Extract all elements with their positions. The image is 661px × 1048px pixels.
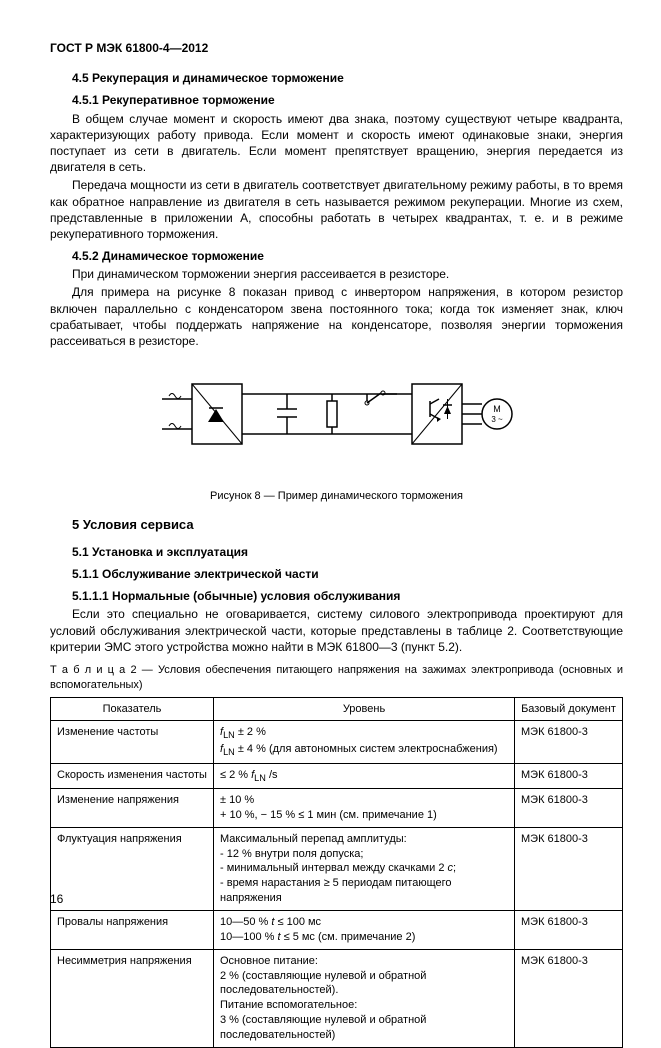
section-4-5-title: 4.5 Рекуперация и динамическое торможени… <box>72 70 623 86</box>
section-5-title: 5 Условия сервиса <box>72 516 623 534</box>
indicator-cell: Скорость изменения частоты <box>51 763 214 789</box>
indicator-cell: Изменение напряжения <box>51 789 214 828</box>
level-cell: ± 10 %+ 10 %, − 15 % ≤ 1 мин (см. примеч… <box>214 789 515 828</box>
paragraph: В общем случае момент и скорость имеют д… <box>50 111 623 176</box>
section-5-1-1-title: 5.1.1 Обслуживание электрической части <box>72 566 623 582</box>
table-row: Провалы напряжения10—50 % t ≤ 100 мс10—1… <box>51 911 623 950</box>
doc-cell: МЭК 61800-3 <box>515 721 623 763</box>
section-4-5-2-title: 4.5.2 Динамическое торможение <box>72 248 623 264</box>
indicator-cell: Несимметрия напряжения <box>51 949 214 1047</box>
level-cell: ≤ 2 % fLN /s <box>214 763 515 789</box>
motor-label-bottom: 3 ~ <box>491 415 503 424</box>
level-cell: 10—50 % t ≤ 100 мс10—100 % t ≤ 5 мс (см.… <box>214 911 515 950</box>
paragraph: При динамическом торможении энергия расс… <box>50 266 623 282</box>
paragraph: Для примера на рисунке 8 показан привод … <box>50 284 623 349</box>
doc-cell: МЭК 61800-3 <box>515 763 623 789</box>
section-5-1-title: 5.1 Установка и эксплуатация <box>72 544 623 560</box>
doc-cell: МЭК 61800-3 <box>515 911 623 950</box>
table-row: Скорость изменения частоты≤ 2 % fLN /sМЭ… <box>51 763 623 789</box>
figure-8-diagram: M 3 ~ <box>50 359 623 483</box>
indicator-cell: Провалы напряжения <box>51 911 214 950</box>
motor-label-top: M <box>493 404 501 414</box>
doc-cell: МЭК 61800-3 <box>515 827 623 910</box>
paragraph: Если это специально не оговаривается, си… <box>50 606 623 655</box>
level-cell: fLN ± 2 %fLN ± 4 % (для автономных систе… <box>214 721 515 763</box>
doc-cell: МЭК 61800-3 <box>515 789 623 828</box>
table-row: Изменение частотыfLN ± 2 %fLN ± 4 % (для… <box>51 721 623 763</box>
document-code: ГОСТ Р МЭК 61800-4—2012 <box>50 40 623 56</box>
table-row: Изменение напряжения± 10 %+ 10 %, − 15 %… <box>51 789 623 828</box>
table-header: Базовый документ <box>515 697 623 721</box>
section-4-5-1-title: 4.5.1 Рекуперативное торможение <box>72 92 623 108</box>
section-5-1-1-1-title: 5.1.1.1 Нормальные (обычные) условия обс… <box>72 588 623 604</box>
table-2: Показатель Уровень Базовый документ Изме… <box>50 697 623 1048</box>
paragraph: Передача мощности из сети в двигатель со… <box>50 177 623 242</box>
table-header: Уровень <box>214 697 515 721</box>
table-row: Несимметрия напряженияОсновное питание:2… <box>51 949 623 1047</box>
doc-cell: МЭК 61800-3 <box>515 949 623 1047</box>
indicator-cell: Флуктуация напряжения <box>51 827 214 910</box>
table-header: Показатель <box>51 697 214 721</box>
indicator-cell: Изменение частоты <box>51 721 214 763</box>
figure-8-caption: Рисунок 8 — Пример динамического торможе… <box>50 489 623 504</box>
page-number: 16 <box>50 891 63 907</box>
table-2-caption: Т а б л и ц а 2 — Условия обеспечения пи… <box>50 663 623 693</box>
level-cell: Максимальный перепад амплитуды:- 12 % вн… <box>214 827 515 910</box>
level-cell: Основное питание:2 % (составляющие нулев… <box>214 949 515 1047</box>
table-row: Флуктуация напряженияМаксимальный перепа… <box>51 827 623 910</box>
